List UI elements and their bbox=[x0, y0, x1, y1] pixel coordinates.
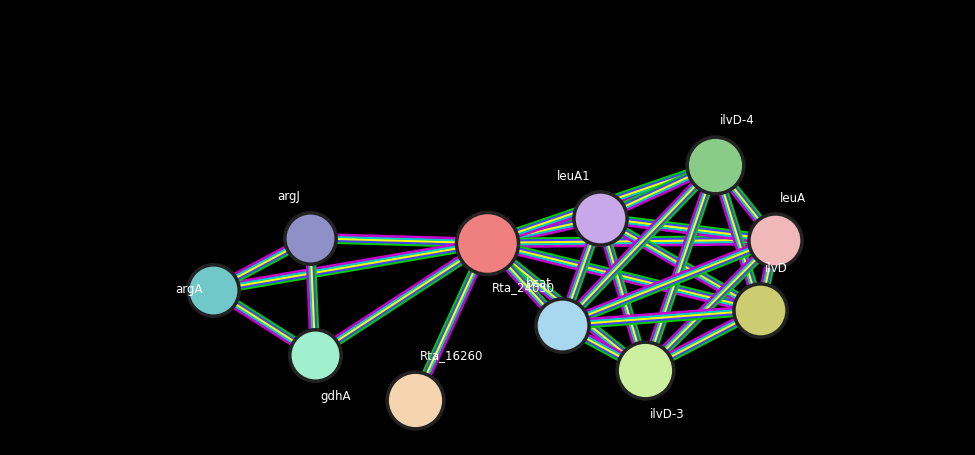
Point bbox=[479, 239, 494, 247]
Point bbox=[752, 306, 767, 313]
Point bbox=[408, 396, 423, 404]
Point bbox=[554, 321, 569, 329]
Point bbox=[205, 286, 220, 293]
Point bbox=[638, 366, 653, 374]
Text: argA: argA bbox=[176, 283, 203, 297]
Text: argJ: argJ bbox=[277, 190, 300, 203]
Text: ilvD: ilvD bbox=[765, 262, 788, 275]
Text: Rta_24050: Rta_24050 bbox=[492, 281, 555, 294]
Point bbox=[307, 351, 323, 359]
Point bbox=[707, 162, 722, 169]
Point bbox=[752, 306, 767, 313]
Point bbox=[408, 396, 423, 404]
Point bbox=[479, 239, 494, 247]
Point bbox=[592, 214, 607, 222]
Point bbox=[307, 351, 323, 359]
Text: ilvD-3: ilvD-3 bbox=[650, 408, 684, 421]
Point bbox=[302, 234, 318, 242]
Text: Rta_16260: Rta_16260 bbox=[420, 349, 484, 362]
Text: leuA: leuA bbox=[780, 192, 806, 205]
Point bbox=[707, 162, 722, 169]
Text: ilvD-4: ilvD-4 bbox=[720, 114, 755, 127]
Point bbox=[205, 286, 220, 293]
Point bbox=[592, 214, 607, 222]
Text: bcat: bcat bbox=[526, 277, 552, 290]
Point bbox=[554, 321, 569, 329]
Text: leuA1: leuA1 bbox=[557, 170, 590, 183]
Point bbox=[638, 366, 653, 374]
Point bbox=[302, 234, 318, 242]
Point bbox=[767, 236, 783, 243]
Point bbox=[767, 236, 783, 243]
Text: gdhA: gdhA bbox=[320, 390, 350, 403]
